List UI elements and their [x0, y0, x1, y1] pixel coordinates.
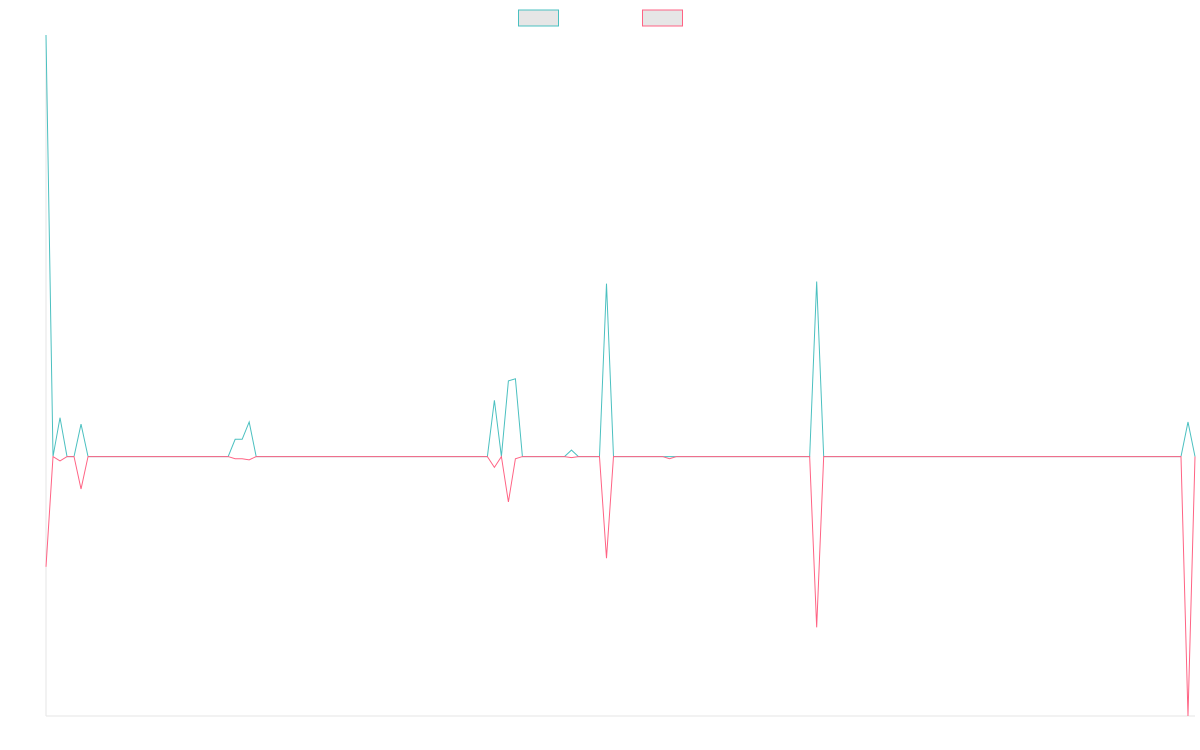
series-line-1	[45, 34, 1196, 458]
series-line-2	[45, 455, 1196, 717]
legend-swatch-1	[518, 9, 559, 27]
legend-item-2[interactable]	[642, 9, 683, 27]
legend	[518, 9, 683, 27]
legend-swatch-2	[642, 9, 683, 27]
series-layer	[45, 34, 1196, 717]
legend-item-1[interactable]	[518, 9, 559, 27]
